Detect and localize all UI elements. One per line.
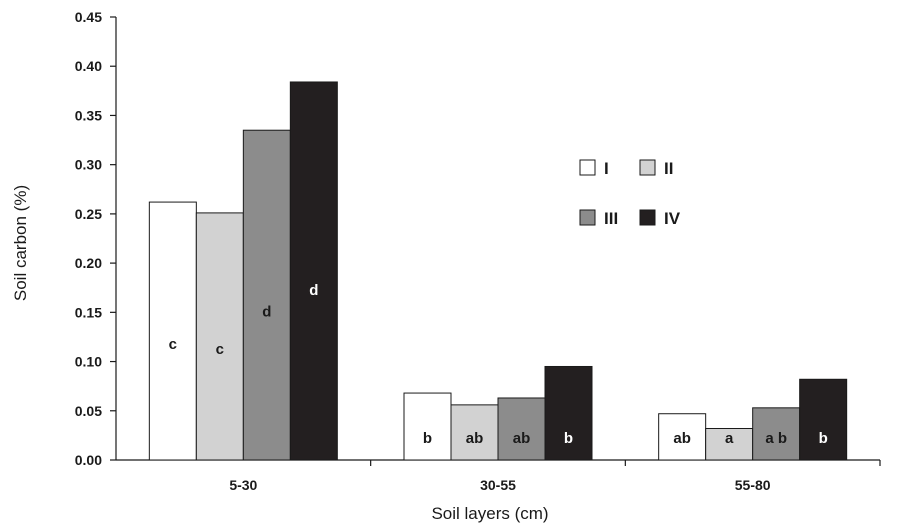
x-tick-label: 55-80 bbox=[735, 477, 771, 493]
y-axis-title: Soil carbon (%) bbox=[11, 185, 30, 301]
bars: c b ab c ab a d ab a b d b b bbox=[148, 81, 848, 461]
bar-iii-55-80 bbox=[752, 407, 801, 461]
y-tick-label: 0.30 bbox=[75, 157, 102, 173]
legend-swatch-ii bbox=[639, 159, 656, 176]
legend-swatch-iv bbox=[639, 209, 656, 226]
bar-significance-label: ab bbox=[673, 430, 691, 447]
x-tick-label: 5-30 bbox=[229, 477, 257, 493]
bar-significance-label: b bbox=[423, 430, 432, 447]
bar-iv-55-80 bbox=[799, 378, 848, 461]
bar-iv-5-30 bbox=[289, 81, 338, 461]
legend-swatch-i bbox=[579, 159, 596, 176]
bar-i-55-80 bbox=[658, 413, 707, 461]
legend-label-i: I bbox=[604, 159, 609, 178]
y-tick-label: 0.10 bbox=[75, 354, 102, 370]
bar-iv-30-55 bbox=[544, 365, 593, 461]
bar-significance-label: d bbox=[262, 304, 271, 321]
bar-significance-label: a b bbox=[765, 430, 787, 447]
legend-swatch-iii bbox=[579, 209, 596, 226]
bar-ii-5-30 bbox=[195, 212, 244, 461]
bar-significance-label: ab bbox=[513, 430, 531, 447]
y-tick-label: 0.20 bbox=[75, 255, 102, 271]
bar-significance-label: b bbox=[564, 430, 573, 447]
y-tick-label: 0.00 bbox=[75, 452, 102, 468]
bar-i-5-30 bbox=[148, 201, 197, 461]
bar-significance-label: ab bbox=[466, 430, 484, 447]
bar-i-30-55 bbox=[403, 392, 452, 461]
bar-iii-30-55 bbox=[497, 397, 546, 461]
bar-significance-label: d bbox=[309, 282, 318, 299]
y-tick-label: 0.25 bbox=[75, 206, 102, 222]
x-tick-label: 30-55 bbox=[480, 477, 516, 493]
x-axis-title: Soil layers (cm) bbox=[431, 504, 548, 523]
legend-label-iii: III bbox=[604, 209, 618, 228]
y-tick-label: 0.40 bbox=[75, 58, 102, 74]
legend-label-iv: IV bbox=[664, 209, 681, 228]
bar-significance-label: b bbox=[819, 430, 828, 447]
bar-significance-label: c bbox=[169, 336, 177, 353]
y-tick-label: 0.45 bbox=[75, 9, 102, 25]
bar-iii-5-30 bbox=[242, 129, 291, 461]
y-tick-label: 0.35 bbox=[75, 107, 102, 123]
y-tick-label: 0.15 bbox=[75, 304, 102, 320]
bar-ii-55-80 bbox=[705, 427, 754, 461]
legend-label-ii: II bbox=[664, 159, 673, 178]
bar-ii-30-55 bbox=[450, 404, 499, 461]
bar-significance-label: c bbox=[216, 341, 224, 358]
y-tick-label: 0.05 bbox=[75, 403, 102, 419]
bar-significance-label: a bbox=[725, 430, 734, 447]
